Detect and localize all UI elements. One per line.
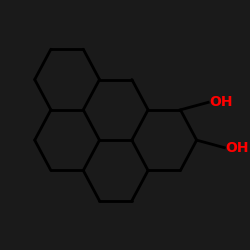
Text: OH: OH: [209, 95, 233, 109]
Text: OH: OH: [226, 141, 249, 155]
